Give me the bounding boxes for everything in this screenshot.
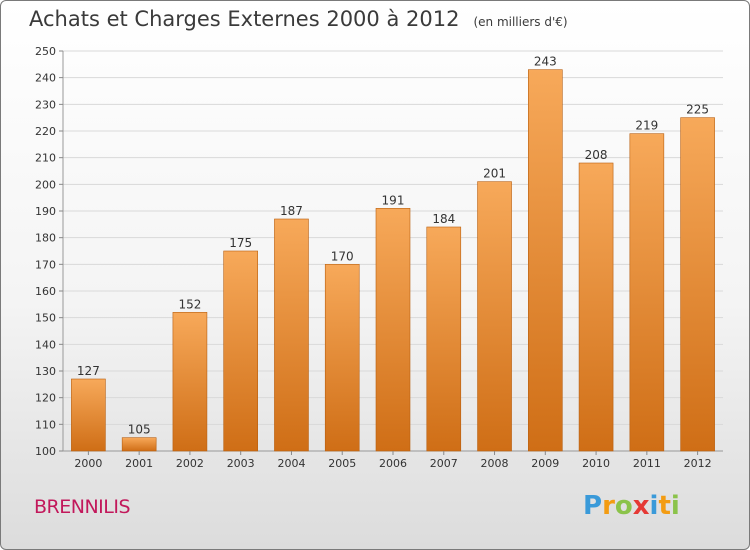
y-tick-label: 110 <box>35 418 56 431</box>
chart-title: Achats et Charges Externes 2000 à 2012 (e… <box>29 7 568 31</box>
bar-2007 <box>426 226 462 452</box>
y-tick-label: 140 <box>35 338 56 351</box>
logo-letter: o <box>614 491 633 521</box>
y-tick-label: 130 <box>35 365 56 378</box>
data-label-2003: 175 <box>229 236 252 250</box>
proxiti-logo: Proxiti <box>583 491 680 521</box>
data-label-2000: 127 <box>77 364 100 378</box>
x-tick-label: 2006 <box>379 457 407 470</box>
data-label-2001: 105 <box>128 423 151 437</box>
x-tick-label: 2003 <box>227 457 255 470</box>
y-tick-label: 250 <box>35 45 56 58</box>
data-label-2006: 191 <box>382 193 405 207</box>
logo-letter: i <box>670 491 680 521</box>
data-label-2009: 243 <box>534 55 557 69</box>
bar-2004 <box>274 218 309 452</box>
data-label-2002: 152 <box>178 297 201 311</box>
logo-letter: x <box>632 491 650 521</box>
bar-2011 <box>629 133 665 452</box>
data-label-2008: 201 <box>483 167 506 181</box>
bar-2000 <box>71 378 106 452</box>
data-label-2011: 219 <box>635 119 658 133</box>
logo-letter: i <box>649 491 659 521</box>
x-tick-label: 2012 <box>684 457 712 470</box>
y-tick-label: 190 <box>35 205 56 218</box>
y-tick-label: 210 <box>35 152 56 165</box>
y-tick-label: 150 <box>35 312 56 325</box>
bar-2002 <box>172 312 208 452</box>
x-tick-label: 2005 <box>328 457 356 470</box>
data-label-2010: 208 <box>585 148 608 162</box>
y-axis-ticks: 100 110 120 130 140 150 160 170 180 190 200 210 220 2… <box>35 45 63 458</box>
bar-2006 <box>375 208 411 452</box>
place-name: BRENNILIS <box>34 496 131 518</box>
x-axis-ticks: 2000 2001 2002 2003 2004 2005 2006 2007 2008 2009… <box>74 451 712 470</box>
bar-2005 <box>324 264 360 452</box>
data-labels: 127 105 152 175 187 170 191 184 201 243 208 219 225 <box>77 55 709 437</box>
data-label-2004: 187 <box>280 204 303 218</box>
logo-letter: P <box>583 491 603 521</box>
y-tick-label: 180 <box>35 232 56 245</box>
bar-2009 <box>528 69 563 452</box>
x-tick-label: 2011 <box>633 457 661 470</box>
y-tick-label: 230 <box>35 98 56 111</box>
bars <box>71 69 715 452</box>
y-tick-label: 170 <box>35 258 56 271</box>
x-tick-label: 2001 <box>125 457 153 470</box>
logo-letter: t <box>658 491 671 521</box>
y-tick-label: 200 <box>35 178 56 191</box>
bar-2008 <box>477 181 512 452</box>
x-tick-label: 2009 <box>531 457 559 470</box>
y-tick-label: 220 <box>35 125 56 138</box>
bar-2012 <box>680 117 715 452</box>
y-tick-label: 240 <box>35 72 56 85</box>
x-tick-label: 2002 <box>176 457 204 470</box>
y-tick-label: 160 <box>35 285 56 298</box>
data-label-2012: 225 <box>686 103 709 117</box>
x-tick-label: 2004 <box>277 457 305 470</box>
chart-subtitle: (en milliers d'€) <box>473 15 568 29</box>
bar-2010 <box>578 162 614 452</box>
bar-2003 <box>223 250 258 452</box>
x-tick-label: 2010 <box>582 457 610 470</box>
x-tick-label: 2007 <box>430 457 458 470</box>
bar-2001 <box>121 437 157 452</box>
x-tick-label: 2008 <box>481 457 509 470</box>
x-tick-label: 2000 <box>74 457 102 470</box>
data-label-2007: 184 <box>432 212 455 226</box>
y-tick-label: 120 <box>35 392 56 405</box>
data-label-2005: 170 <box>331 249 354 263</box>
y-tick-label: 100 <box>35 445 56 458</box>
logo-letter: r <box>602 491 615 521</box>
